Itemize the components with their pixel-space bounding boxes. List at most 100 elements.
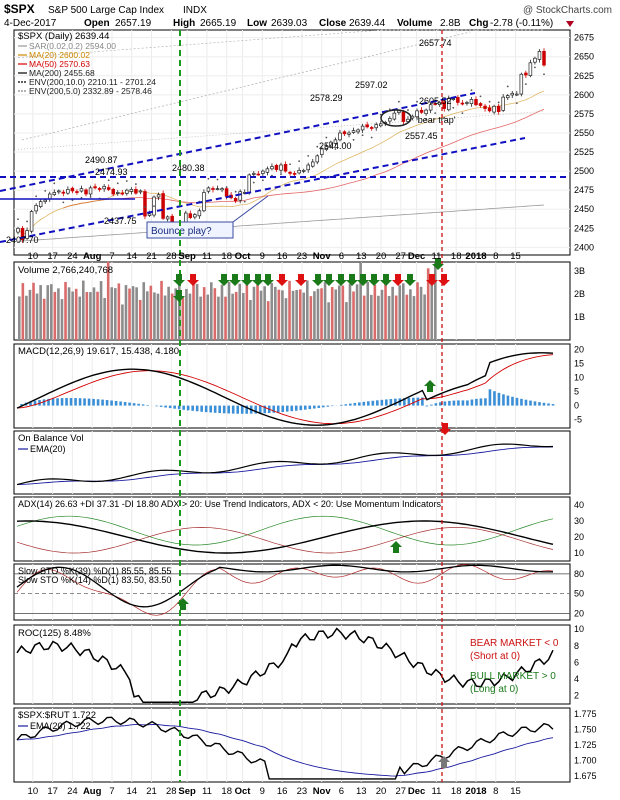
volume-bar xyxy=(263,286,266,340)
chg-value: -2.78 (-0.11%) xyxy=(490,18,553,29)
volume-bar xyxy=(345,302,348,340)
volume-bar xyxy=(85,292,89,340)
candle-body xyxy=(496,105,501,112)
volume-bar xyxy=(60,299,64,340)
volume-bar xyxy=(426,268,430,340)
macd-histogram-bar xyxy=(308,405,312,410)
candle-body xyxy=(84,189,88,195)
macd-histogram-bar xyxy=(434,403,438,406)
volume-bar xyxy=(316,288,320,340)
volume-bar xyxy=(195,284,199,340)
macd-line xyxy=(16,352,554,426)
volume-bar xyxy=(124,285,128,340)
sar-dot xyxy=(334,148,337,150)
volume-bar xyxy=(295,289,298,340)
candle-body xyxy=(75,191,79,193)
price-label: 2657.74 xyxy=(419,38,452,48)
green-arrow-icon xyxy=(229,274,241,286)
volume-bar xyxy=(202,287,206,340)
candle-body xyxy=(365,124,369,128)
candle-body xyxy=(442,101,446,109)
x-tick-label: 8 xyxy=(493,786,498,797)
price-title: $SPX (Daily) 2639.44 xyxy=(18,31,109,42)
volume-label: Volume xyxy=(397,18,433,29)
volume-tick: 1B xyxy=(574,312,585,322)
ma200-line xyxy=(17,204,545,242)
sar-dot xyxy=(26,220,28,223)
macd-tick: 20 xyxy=(574,345,584,355)
low-value: 2639.03 xyxy=(271,18,308,29)
candle-body xyxy=(433,103,437,105)
sar-dot xyxy=(325,136,328,139)
volume-bar xyxy=(281,290,284,340)
macd-histogram-bar xyxy=(317,405,321,408)
candle-body xyxy=(351,130,356,133)
macd-histogram-bar xyxy=(195,405,199,412)
red-arrow-icon xyxy=(438,274,450,286)
legend-entry: MA(200) 2455.68 xyxy=(29,68,95,78)
volume-bar xyxy=(419,286,423,340)
green-arrow-icon xyxy=(312,274,324,286)
macd-histogram-bar xyxy=(123,402,127,406)
candle-body xyxy=(460,102,465,105)
volume-bar xyxy=(398,285,402,340)
volume-bar xyxy=(46,285,50,340)
volume-bar xyxy=(288,280,291,340)
sar-dot xyxy=(80,196,83,199)
ratio-ema-line xyxy=(16,724,554,777)
macd-histogram-bar xyxy=(119,401,122,406)
macd-histogram-bar xyxy=(83,398,86,406)
macd-histogram-bar xyxy=(272,405,276,413)
adx-tick: 10 xyxy=(574,548,584,558)
volume-bar xyxy=(409,289,412,340)
macd-histogram-bar xyxy=(425,405,429,407)
macd-histogram-bar xyxy=(353,403,357,406)
candle-body xyxy=(161,193,165,219)
candle-body xyxy=(310,161,315,167)
candle-body xyxy=(301,169,306,172)
price-label: 2490.87 xyxy=(85,155,118,165)
ratio-tick: 1.700 xyxy=(574,755,597,765)
candle-body xyxy=(156,194,161,198)
macd-histogram-bar xyxy=(349,403,352,406)
volume-bar xyxy=(92,287,96,340)
volume-bar xyxy=(238,283,242,340)
adx-tick: 40 xyxy=(574,500,584,510)
y-tick-label: 2450 xyxy=(574,204,594,214)
chg-label: Chg xyxy=(469,18,488,29)
x-tick-label: 10 xyxy=(28,786,39,797)
volume-bar xyxy=(231,293,234,340)
volume-bar xyxy=(28,289,32,340)
obv-legend: EMA(20) xyxy=(30,444,66,454)
x-tick-label: Nov xyxy=(313,786,332,797)
macd-histogram-bar xyxy=(218,405,221,414)
macd-histogram-bar xyxy=(128,402,131,406)
envelope-inner-upper xyxy=(17,111,545,150)
volume-bar xyxy=(82,280,85,340)
macd-histogram-bar xyxy=(385,399,388,406)
volume-bar xyxy=(110,287,114,340)
volume-bar xyxy=(402,283,405,340)
candle-body xyxy=(20,227,25,241)
macd-histogram-bar xyxy=(164,405,167,408)
axis-layer: 101017172424AugAug77141421212828SepSep11… xyxy=(28,33,597,797)
macd-histogram-bar xyxy=(511,396,514,406)
legend-entry: ENV(200,10.0) 2210.11 - 2701.24 xyxy=(29,77,156,87)
macd-histogram-bar xyxy=(258,405,262,414)
candle-body xyxy=(474,99,478,106)
macd-histogram-bar xyxy=(276,405,280,413)
candle-body xyxy=(342,131,347,135)
menu-chevron-icon[interactable] xyxy=(566,21,574,27)
sto-tick: 50 xyxy=(574,589,584,599)
panel-ratio xyxy=(13,707,571,783)
volume-bar xyxy=(259,290,263,340)
candle-body xyxy=(106,187,111,190)
candle-body xyxy=(505,95,510,99)
candle-body xyxy=(261,170,265,174)
ratio-tick: 1.750 xyxy=(574,725,597,735)
open-label: Open xyxy=(84,18,110,29)
y-tick-label: 2650 xyxy=(574,52,594,62)
x-tick-label: Dec xyxy=(408,786,425,797)
x-tick-label: 16 xyxy=(277,251,288,262)
adx-title: ADX(14) 26.63 +DI 37.31 -DI 18.80 ADX > … xyxy=(18,499,441,509)
